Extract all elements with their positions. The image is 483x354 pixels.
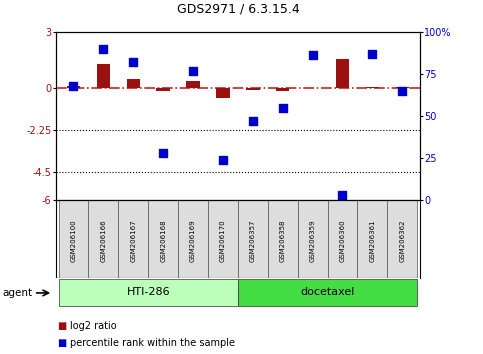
Text: GSM206357: GSM206357 [250,219,256,262]
Point [129,59,137,65]
Point [219,157,227,162]
Bar [327,200,357,278]
Bar [88,200,118,278]
Point [189,68,197,73]
Text: ■: ■ [58,321,71,331]
Bar [246,88,259,90]
Bar [97,64,110,88]
Bar [268,200,298,278]
Text: GSM206359: GSM206359 [310,219,315,262]
Text: GSM206362: GSM206362 [399,219,405,262]
Point [99,46,107,52]
Text: HTI-286: HTI-286 [127,287,170,297]
Text: percentile rank within the sample: percentile rank within the sample [70,338,235,348]
Bar [156,88,170,91]
Bar [58,200,88,278]
Bar [148,200,178,278]
Bar [366,87,379,88]
Bar [67,86,80,88]
Text: GSM206100: GSM206100 [71,219,76,262]
Text: GSM206168: GSM206168 [160,219,166,262]
Text: ■: ■ [58,338,71,348]
Bar [208,200,238,278]
Text: GSM206166: GSM206166 [100,219,106,262]
Text: GSM206170: GSM206170 [220,219,226,262]
Bar [336,59,349,88]
Point [309,53,316,58]
Bar [58,279,238,307]
Text: log2 ratio: log2 ratio [70,321,117,331]
Text: GSM206358: GSM206358 [280,219,286,262]
Bar [216,88,229,98]
Point [249,118,256,124]
Text: GSM206360: GSM206360 [340,219,345,262]
Bar [178,200,208,278]
Bar [357,200,387,278]
Text: docetaxel: docetaxel [300,287,355,297]
Text: GSM206361: GSM206361 [369,219,375,262]
Point [70,83,77,88]
Text: GSM206167: GSM206167 [130,219,136,262]
Bar [276,88,289,91]
Point [159,150,167,156]
Bar [186,81,200,88]
Point [398,88,406,93]
Text: GDS2971 / 6.3.15.4: GDS2971 / 6.3.15.4 [176,3,299,16]
Point [369,51,376,57]
Text: agent: agent [2,288,32,298]
Point [279,105,286,110]
Bar [127,79,140,88]
Bar [396,87,409,88]
Point [339,192,346,198]
Bar [298,200,327,278]
Bar [238,279,417,307]
Bar [238,200,268,278]
Text: GSM206169: GSM206169 [190,219,196,262]
Bar [387,200,417,278]
Bar [118,200,148,278]
